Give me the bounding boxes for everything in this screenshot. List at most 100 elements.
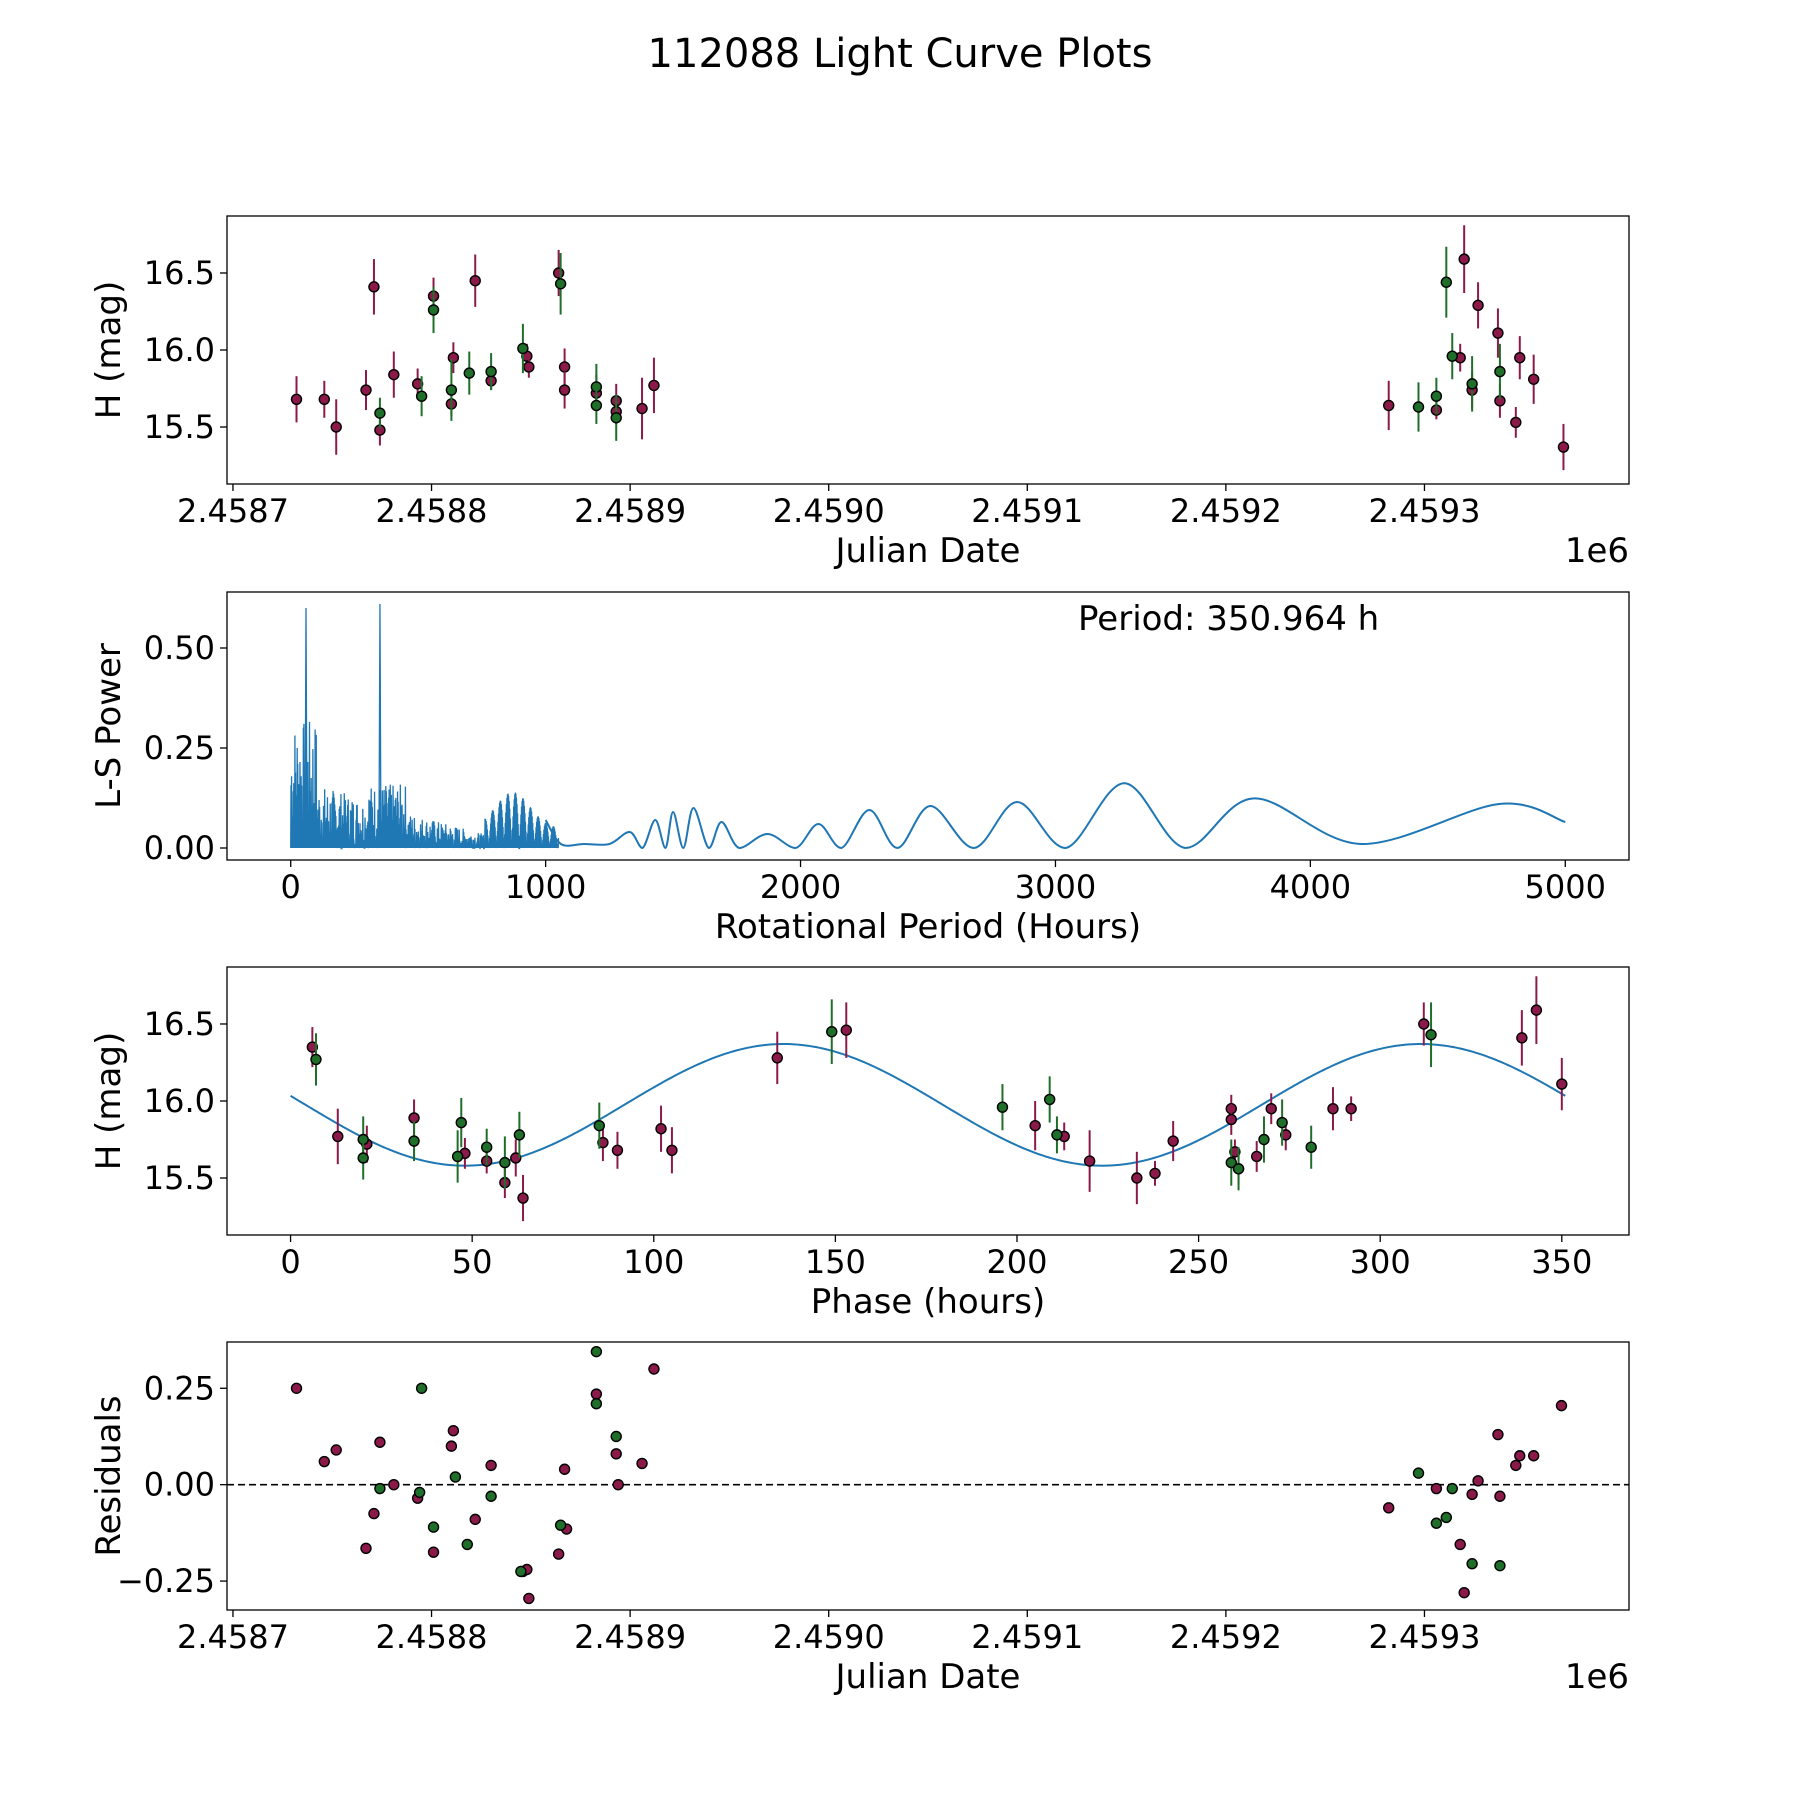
p4-point-green: [413, 1486, 426, 1499]
p3-point-red: [517, 1192, 529, 1204]
p3-point-green: [310, 1053, 322, 1066]
p4-point-red: [636, 1457, 648, 1470]
p1-point-green: [1466, 378, 1478, 390]
p3-point-green: [513, 1129, 526, 1141]
p1-point-red: [1472, 299, 1484, 312]
p4-point-red: [290, 1382, 303, 1394]
p3-xtick-label: 100: [623, 1243, 684, 1281]
p1-point-green: [374, 407, 386, 419]
p1-xtick-label: 2.4590: [773, 492, 885, 530]
p2-xtick-label: 1000: [505, 868, 586, 906]
p3-xtick-label: 300: [1350, 1243, 1411, 1281]
p3-xtick-label: 250: [1168, 1243, 1229, 1281]
p1-xtick-label: 2.4588: [376, 492, 488, 530]
p1-point-red: [558, 361, 571, 373]
p3-point-green: [593, 1119, 605, 1132]
p3-ytick-label: 15.5: [144, 1159, 215, 1197]
p4-point-green: [374, 1482, 386, 1495]
p1-axes: 2.4587 2.4588 2.4589 2.4590 2.4591 2.4592 2.45…: [89, 215, 1630, 571]
p4-point-red: [610, 1448, 622, 1460]
p4-point-red: [590, 1388, 603, 1400]
p4-point-green: [590, 1397, 603, 1410]
p2-ytick-label: 0.25: [144, 729, 215, 767]
p3-point-red: [1251, 1150, 1263, 1163]
p1-point-red: [552, 267, 565, 279]
p3-point-red: [771, 1052, 783, 1064]
p4-point-red: [1494, 1490, 1506, 1502]
p3-point-red: [611, 1144, 624, 1156]
p4-point-green: [515, 1565, 527, 1578]
p1-point-red: [360, 384, 372, 396]
p1-xtick-label: 2.4587: [177, 492, 289, 530]
p2-frame: [226, 591, 1630, 861]
p3-ytick-label: 16.5: [144, 1005, 215, 1043]
p3-xtick-label: 350: [1531, 1243, 1592, 1281]
p4-point-green: [1494, 1559, 1506, 1572]
p2-periodogram-noise: [290, 603, 560, 851]
p4-point-red: [1472, 1475, 1484, 1487]
p2-xtick-label: 4000: [1270, 868, 1351, 906]
p1-point-red: [290, 393, 303, 405]
p4-point-green: [485, 1490, 497, 1502]
p3-point-green: [1225, 1156, 1237, 1169]
p4-point-green: [1446, 1482, 1458, 1495]
p4-axes: 2.4587 2.4588 2.4589 2.4590 2.4591 2.4592 2.45…: [89, 1341, 1630, 1697]
p3-point-red: [332, 1130, 344, 1143]
p3-plot-area: [290, 976, 1568, 1222]
p1-point-green: [610, 412, 622, 424]
p4-xtick-label: 2.4588: [376, 1618, 488, 1656]
p3-point-red: [510, 1152, 522, 1164]
p3-xtick-label: 200: [986, 1243, 1047, 1281]
p1-point-red: [1383, 399, 1395, 412]
p1-ytick-label: 16.0: [144, 331, 215, 369]
figure-title: 112088 Light Curve Plots: [648, 31, 1153, 77]
p3-point-red: [1167, 1135, 1179, 1147]
p3-point-green: [1232, 1163, 1245, 1175]
p4-point-red: [558, 1463, 571, 1475]
p3-point-green: [1425, 1029, 1437, 1041]
p3-xtick-label: 0: [280, 1243, 300, 1281]
p4-point-red: [648, 1363, 660, 1375]
p4-point-red: [388, 1478, 400, 1491]
p1-xtick-label: 2.4591: [971, 492, 1083, 530]
p1-point-red: [636, 402, 648, 415]
p3-axes: 0 50 100 150 200 250 300 350 15.5 16.0 16.5 Phase (…: [89, 966, 1630, 1322]
p1-point-green: [1430, 390, 1443, 402]
p1-point-green: [463, 367, 475, 379]
p3-xtick-label: 50: [452, 1243, 493, 1281]
p1-point-green: [485, 365, 497, 378]
p1-point-red: [1514, 352, 1526, 364]
p3-point-green: [499, 1156, 511, 1169]
p1-point-red: [1510, 416, 1522, 429]
p1-point-red: [523, 361, 535, 373]
p1-point-green: [590, 399, 603, 412]
p3-point-green: [1258, 1133, 1270, 1146]
p3-point-red: [1327, 1103, 1339, 1115]
p3-point-red: [1516, 1032, 1528, 1044]
p1-ylabel: H (mag): [89, 281, 129, 419]
p4-point-red: [427, 1546, 440, 1558]
p3-frame: [226, 966, 1630, 1236]
p4-point-red: [469, 1513, 481, 1526]
p2-annotation: Period: 350.964 h: [1078, 599, 1379, 639]
p3-point-green: [480, 1141, 493, 1153]
p3-point-red: [666, 1144, 678, 1156]
p1-point-red: [1527, 373, 1540, 385]
p1-point-red: [1492, 327, 1504, 339]
p1-frame: [226, 215, 1630, 485]
p4-point-red: [485, 1459, 497, 1472]
p1-xlabel: Julian Date: [834, 531, 1021, 571]
p4-xlabel: Julian Date: [834, 1657, 1021, 1697]
p2-xtick-label: 2000: [760, 868, 841, 906]
p1-point-green: [1412, 401, 1425, 413]
p3-point-red: [306, 1041, 319, 1053]
p3-xtick-label: 150: [805, 1243, 866, 1281]
p3-point-red: [1149, 1167, 1161, 1180]
p2-xtick-label: 3000: [1015, 868, 1096, 906]
p4-xtick-label: 2.4593: [1368, 1618, 1480, 1656]
p4-point-red: [445, 1440, 458, 1452]
p2-ytick-label: 0.50: [144, 629, 215, 667]
p1-point-green: [427, 304, 440, 316]
p1-point-red: [411, 378, 424, 390]
p4-point-green: [554, 1519, 567, 1531]
